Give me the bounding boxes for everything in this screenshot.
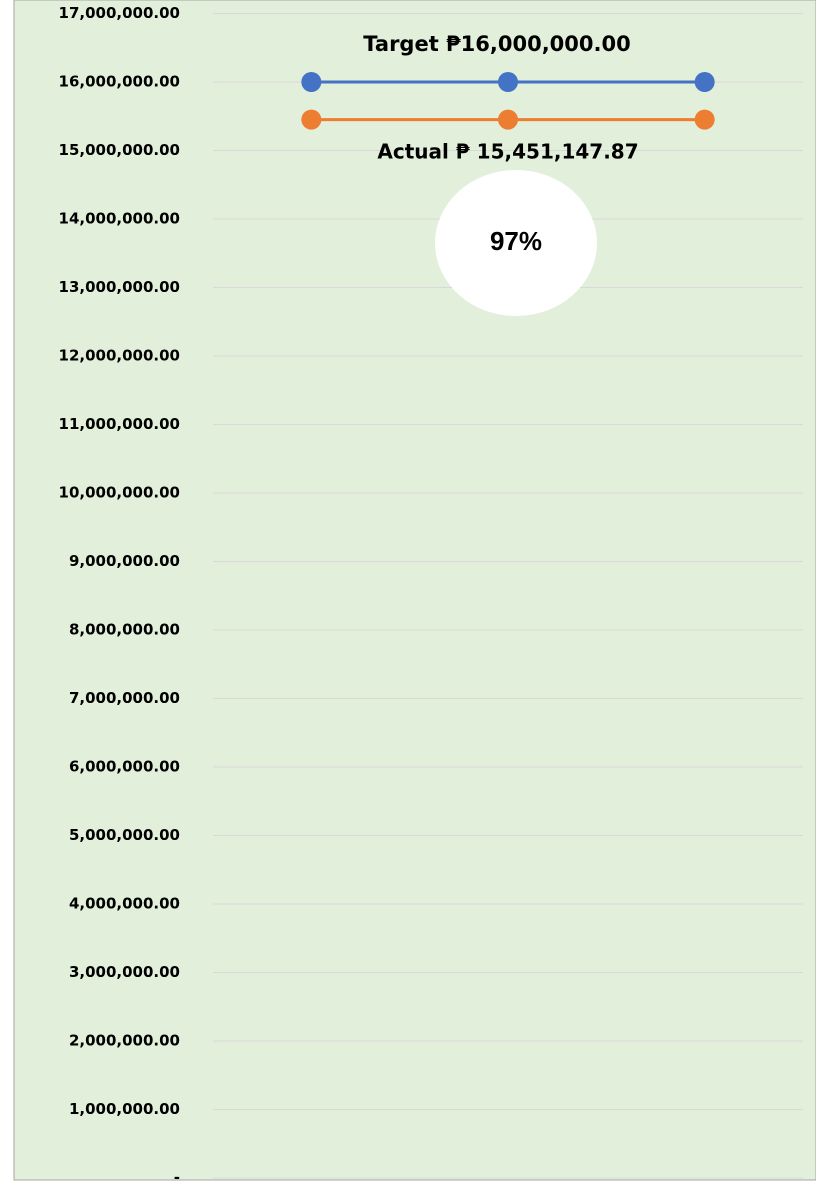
data-point bbox=[498, 72, 518, 92]
y-tick-label: 15,000,000.00 bbox=[59, 141, 180, 159]
y-tick-label: 14,000,000.00 bbox=[59, 210, 180, 228]
y-tick-label: 3,000,000.00 bbox=[69, 963, 180, 981]
target-annotation: Target ₱16,000,000.00 bbox=[363, 32, 630, 56]
data-point bbox=[694, 72, 715, 92]
data-point bbox=[301, 109, 322, 130]
actual-annotation: Actual ₱ 15,451,147.87 bbox=[377, 140, 638, 164]
y-tick-label: 13,000,000.00 bbox=[59, 278, 180, 296]
data-point bbox=[498, 109, 518, 130]
y-tick-label: 1,000,000.00 bbox=[69, 1100, 180, 1118]
y-tick-label: 12,000,000.00 bbox=[59, 347, 180, 365]
y-tick-label: 8,000,000.00 bbox=[69, 621, 180, 639]
y-tick-label: 6,000,000.00 bbox=[69, 758, 180, 776]
y-tick-label: 9,000,000.00 bbox=[69, 552, 180, 570]
y-tick-label: 11,000,000.00 bbox=[59, 415, 180, 433]
y-tick-label: - bbox=[174, 1169, 180, 1187]
y-tick-label: 16,000,000.00 bbox=[59, 73, 180, 91]
data-point bbox=[301, 72, 322, 92]
y-tick-label: 7,000,000.00 bbox=[69, 689, 180, 707]
y-tick-label: 2,000,000.00 bbox=[69, 1032, 180, 1050]
chart-background bbox=[13, 0, 816, 1181]
percent-label: 97% bbox=[490, 226, 542, 256]
percent-bubble bbox=[435, 170, 597, 316]
data-point bbox=[694, 109, 715, 130]
y-tick-label: 5,000,000.00 bbox=[69, 826, 180, 844]
y-tick-label: 10,000,000.00 bbox=[59, 484, 180, 502]
y-tick-label: 17,000,000.00 bbox=[59, 4, 180, 22]
y-tick-label: 4,000,000.00 bbox=[69, 895, 180, 913]
